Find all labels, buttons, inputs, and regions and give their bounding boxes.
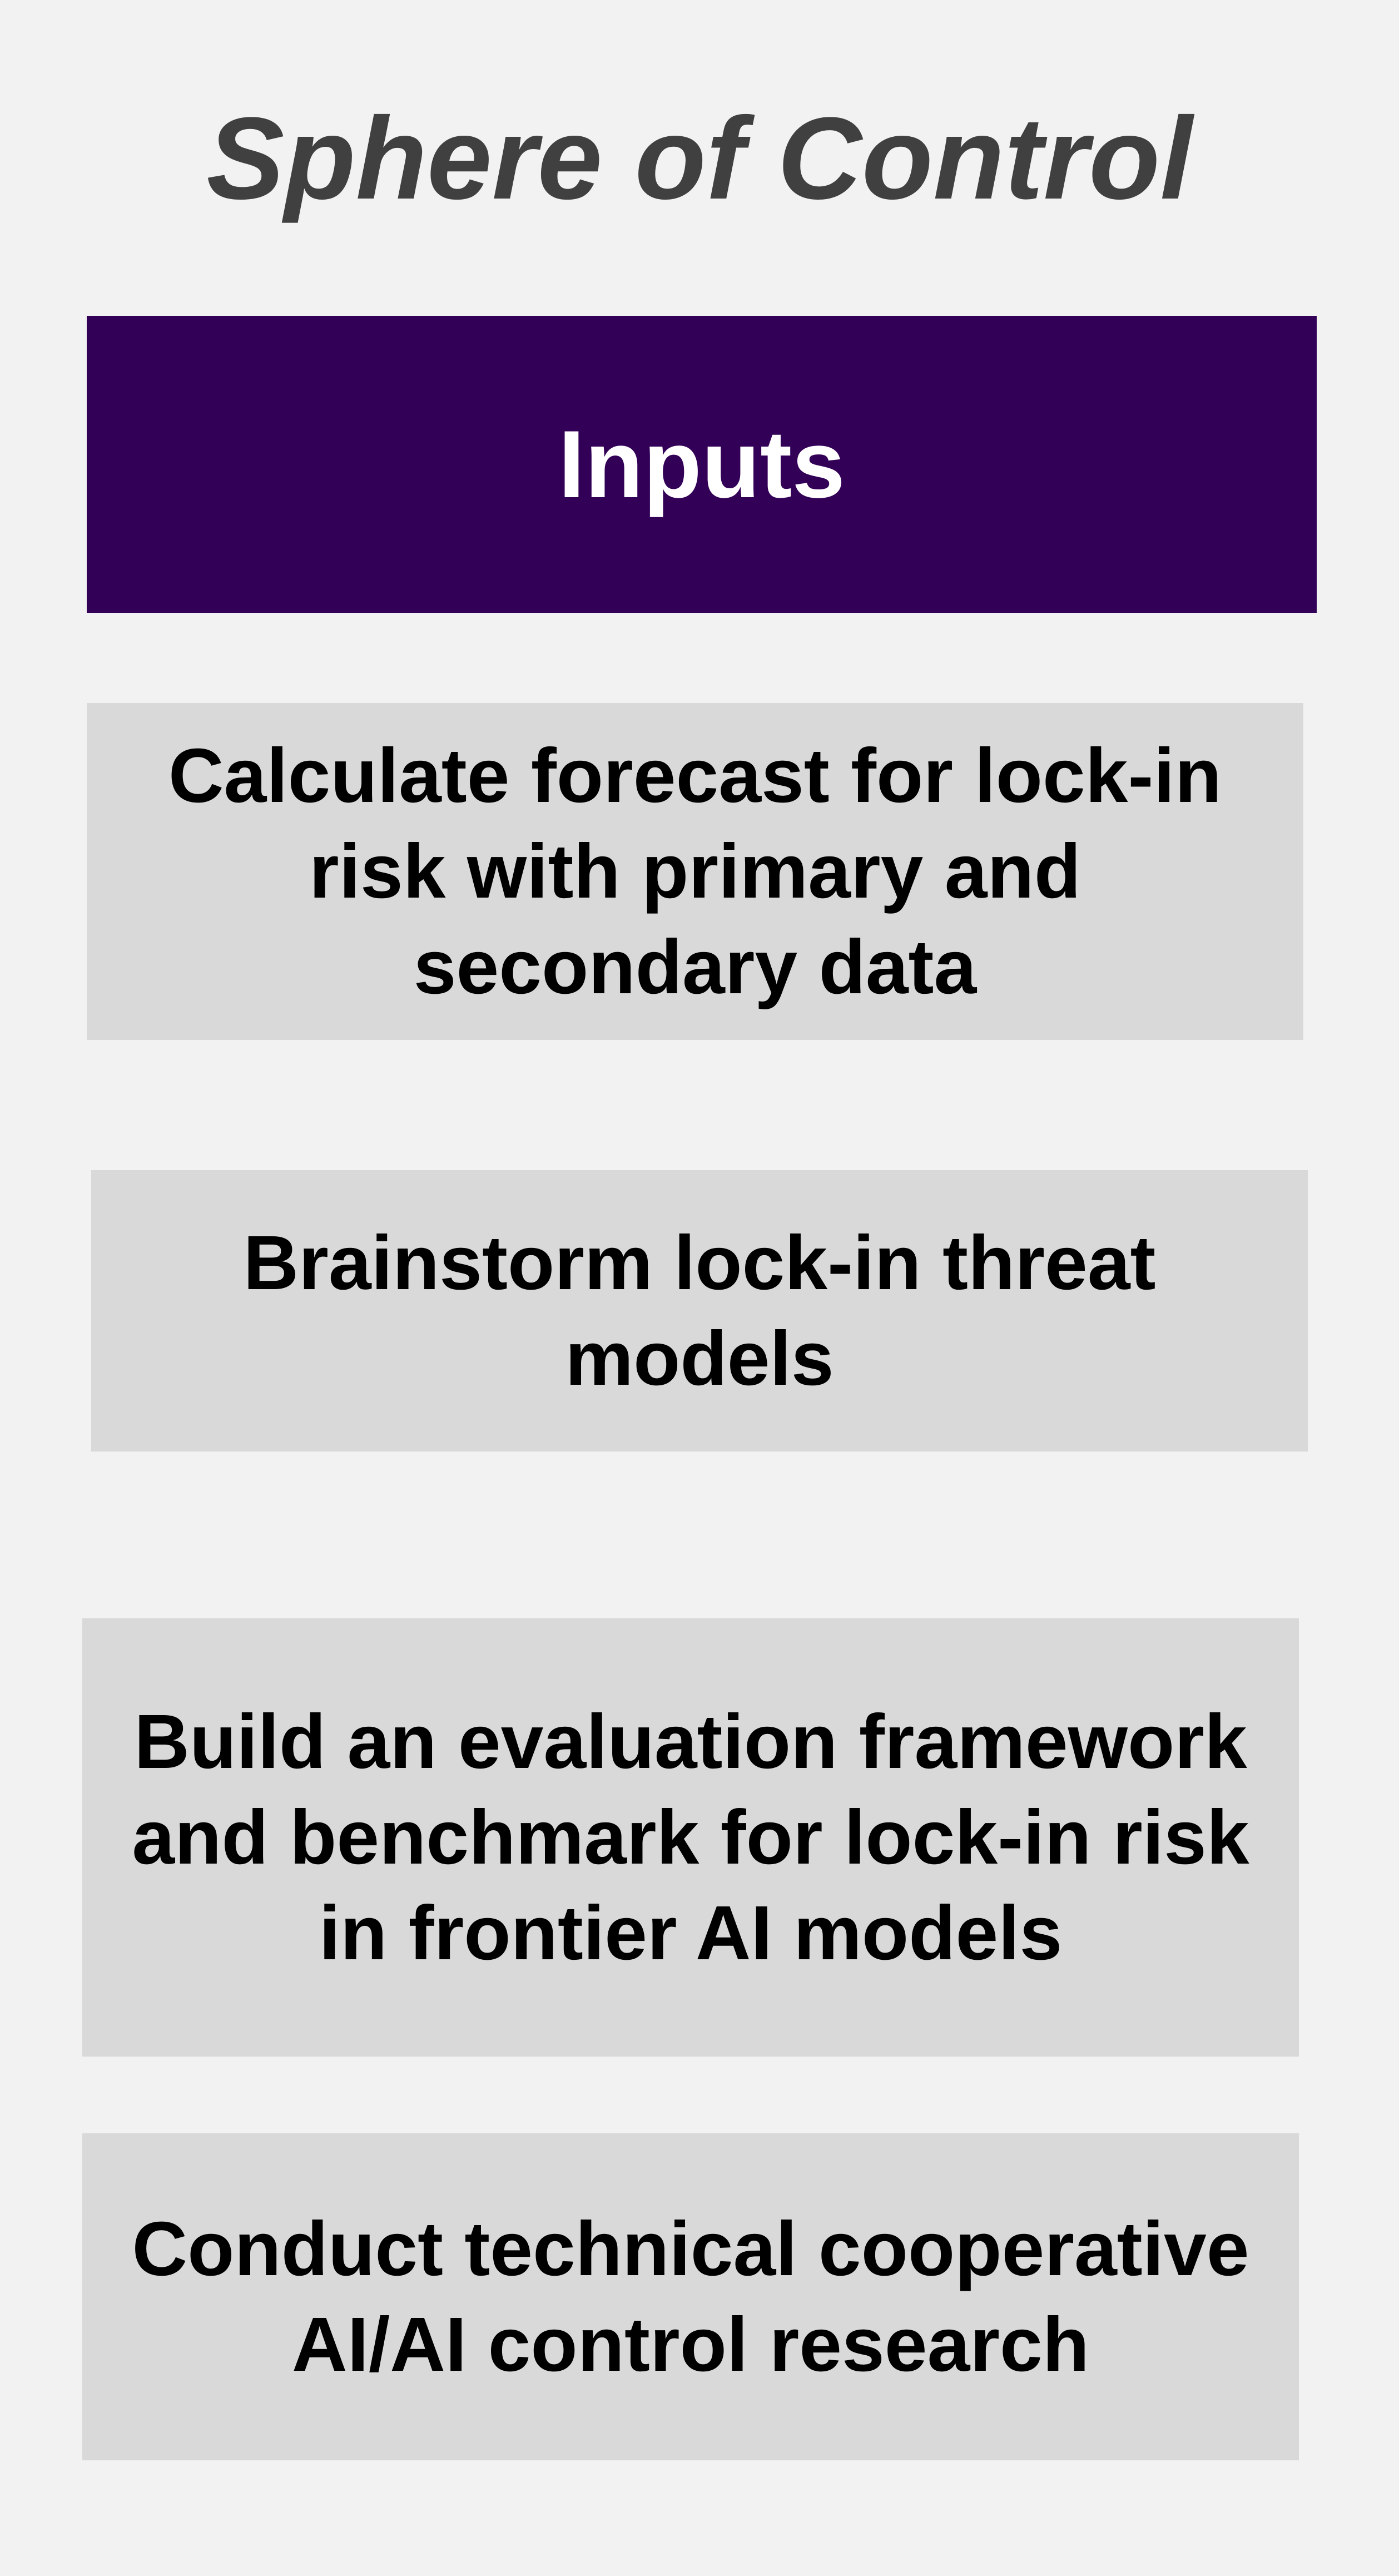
input-box-text: Brainstorm lock-in threat models [243, 1220, 1156, 1401]
input-box-text: Conduct technical cooperative AI/AI cont… [132, 2206, 1249, 2387]
input-box-text: Build an evaluation framework and benchm… [132, 1699, 1249, 1976]
input-box-cooperative-ai-research: Conduct technical cooperative AI/AI cont… [82, 2133, 1299, 2460]
inputs-header-label: Inputs [558, 411, 845, 518]
input-box-threat-models: Brainstorm lock-in threat models [91, 1170, 1308, 1452]
input-box-forecast: Calculate forecast for lock-in risk with… [87, 703, 1303, 1040]
input-box-text: Calculate forecast for lock-in risk with… [168, 733, 1222, 1010]
inputs-header: Inputs [87, 316, 1317, 613]
page-title: Sphere of Control [206, 93, 1193, 224]
input-box-evaluation-framework: Build an evaluation framework and benchm… [82, 1618, 1299, 2057]
